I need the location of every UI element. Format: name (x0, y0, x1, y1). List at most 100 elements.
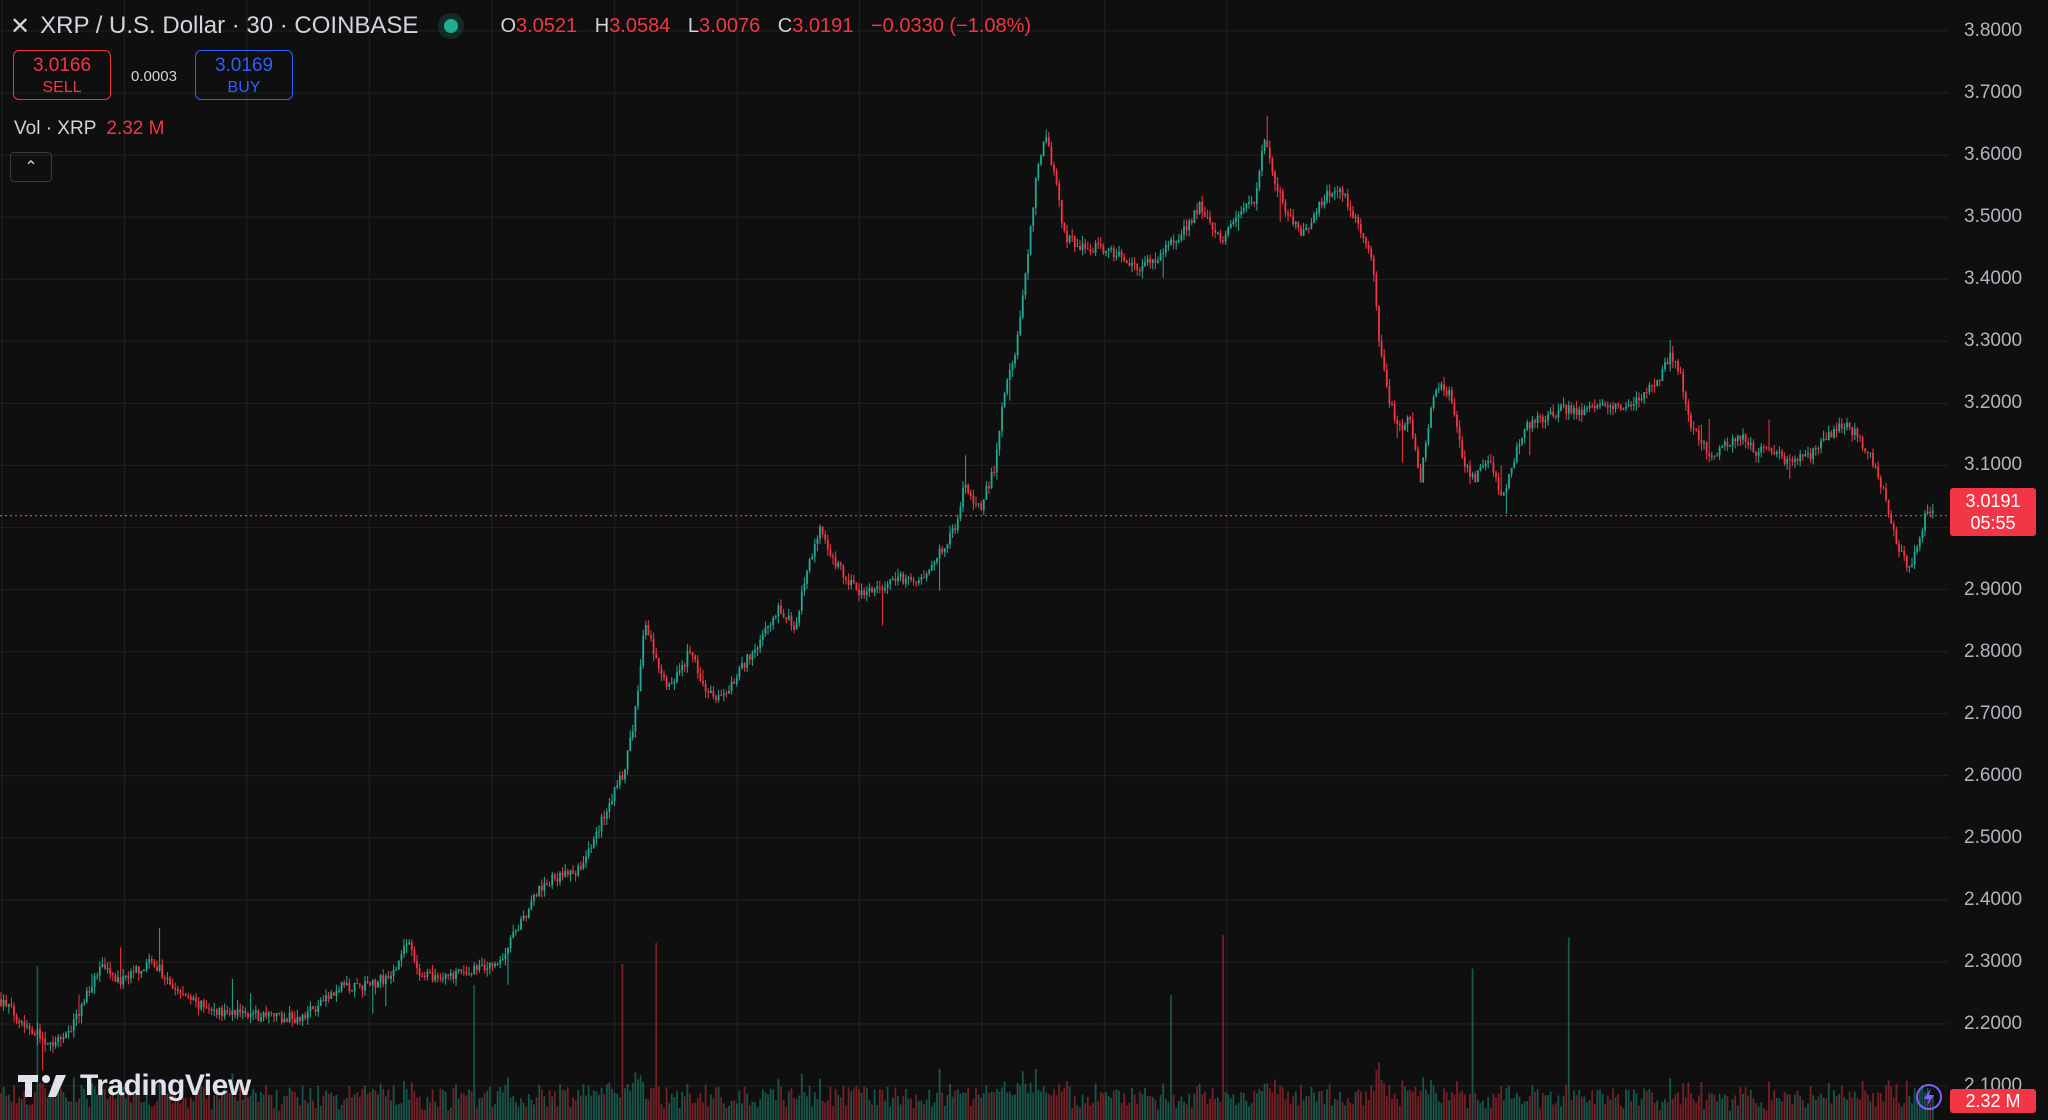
volume-bar (1791, 1103, 1794, 1120)
volume-bar (1401, 1080, 1404, 1120)
candle-body (1742, 434, 1744, 440)
volume-bar (780, 1086, 782, 1120)
candle-body (317, 1005, 320, 1012)
volume-bar (1635, 1093, 1638, 1120)
candle-body (756, 648, 759, 650)
candle-body (244, 1010, 247, 1014)
candle-body (358, 983, 361, 986)
volume-bar (1526, 1100, 1529, 1120)
volume-bar (52, 1088, 54, 1120)
volume-bar (845, 1105, 847, 1120)
candle-body (1055, 171, 1058, 184)
candle-body (1222, 240, 1224, 242)
volume-bar (1229, 1098, 1232, 1120)
candle-body (72, 1019, 75, 1031)
volume-bar (1773, 1090, 1776, 1120)
collapse-legend-button[interactable]: ⌃ (10, 152, 52, 182)
candle-body (795, 622, 798, 630)
candle-body (1887, 500, 1890, 515)
lightning-icon[interactable] (1914, 1082, 1944, 1112)
tradingview-logo[interactable]: TradingView (18, 1066, 251, 1106)
volume-bar (210, 1109, 213, 1120)
candle-body (377, 982, 379, 988)
candle-body (444, 974, 447, 979)
market-status-icon[interactable] (444, 19, 459, 33)
candle-body (1079, 246, 1081, 251)
volume-bar (871, 1104, 873, 1120)
candle-body (722, 693, 725, 696)
candle-body (1367, 244, 1370, 249)
candle-body (1040, 155, 1042, 165)
candle-body (980, 503, 983, 510)
volume-bar (837, 1094, 840, 1120)
volume-bar (923, 1104, 925, 1120)
volume-bar (728, 1105, 730, 1120)
volume-bar (1848, 1091, 1851, 1120)
candle-body (1731, 438, 1734, 446)
candle-body (665, 677, 668, 687)
candle-body (1339, 188, 1341, 193)
volume-bar (44, 1088, 47, 1120)
candle-body (236, 1009, 239, 1016)
candle-body (49, 1042, 52, 1045)
volume-bar (800, 1073, 803, 1120)
candle-body (982, 499, 985, 510)
volume-bar (1445, 1092, 1448, 1120)
candle-body (273, 1013, 275, 1017)
candle-body (1318, 201, 1321, 213)
candle-body (1476, 470, 1479, 483)
candle-body (210, 1008, 213, 1011)
candle-body (678, 670, 681, 673)
candle-body (1404, 424, 1406, 430)
candle-body (1612, 405, 1614, 409)
candle-body (1853, 428, 1856, 435)
volume-bar (158, 1083, 161, 1120)
volume-bar (418, 1096, 421, 1120)
candle-body (1445, 390, 1448, 396)
candle-body (1456, 414, 1458, 427)
candle-body (267, 1012, 270, 1017)
ohlc-legend: O3.0521 H3.0584 L3.0076 C3.0191 −0.0330 … (488, 15, 1031, 38)
sell-button[interactable]: 3.0166 SELL (13, 50, 111, 100)
candle-body (1385, 369, 1388, 387)
volume-legend[interactable]: Vol · XRP 2.32 M (14, 118, 164, 140)
volume-bar (1318, 1091, 1321, 1120)
buy-button[interactable]: 3.0169 BUY (195, 50, 293, 100)
candle-body (345, 983, 348, 986)
candle-body (858, 589, 860, 596)
close-icon[interactable]: ✕ (10, 12, 31, 40)
candle-body (135, 966, 138, 973)
volume-bar (683, 1096, 686, 1120)
volume-bar (598, 1094, 600, 1120)
volume-bar (1089, 1105, 1092, 1120)
volume-bar (1443, 1088, 1445, 1120)
volume-bar (915, 1094, 918, 1120)
volume-bar (889, 1106, 892, 1120)
candle-body (1827, 431, 1830, 441)
volume-bar (1365, 1091, 1367, 1120)
symbol-title[interactable]: XRP / U.S. Dollar · 30 · COINBASE (40, 12, 419, 39)
candle-body (1375, 275, 1378, 307)
volume-bar (124, 1098, 127, 1120)
candle-body (1341, 188, 1344, 196)
price-axis[interactable]: 3.8000 3.7000 3.6000 3.5000 3.4000 3.3000 3.20… (1940, 0, 2048, 1120)
candle-body (184, 994, 187, 996)
volume-bar (1786, 1094, 1789, 1120)
candle-body (1344, 193, 1347, 196)
candle-body (1086, 248, 1089, 250)
candle-body (1092, 251, 1094, 253)
candle-body (1765, 447, 1768, 449)
volume-bar (1284, 1099, 1287, 1120)
candle-body (1354, 217, 1357, 219)
candle-body (1219, 232, 1222, 241)
volume-bar (858, 1089, 860, 1120)
volume-bar (1110, 1097, 1113, 1120)
candle-body (330, 992, 333, 999)
candle-body (702, 680, 704, 684)
volume-bar (1235, 1104, 1237, 1120)
candle-body (299, 1016, 301, 1022)
volume-bar (452, 1088, 455, 1120)
candle-body (286, 1018, 288, 1022)
candle-body (741, 662, 743, 669)
